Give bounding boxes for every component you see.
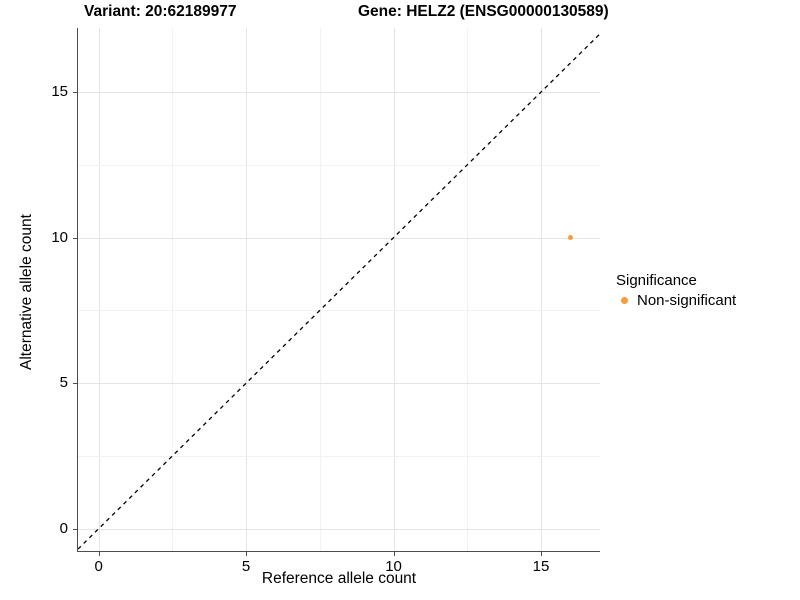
data-point[interactable] bbox=[568, 235, 573, 241]
grid-line-horizontal bbox=[78, 237, 600, 239]
x-axis-label: Reference allele count bbox=[261, 570, 417, 587]
legend-item[interactable]: Non-significant bbox=[616, 292, 736, 309]
legend-item-label: Non-significant bbox=[637, 292, 737, 309]
variant-title: Variant: 20:62189977 bbox=[84, 3, 237, 20]
y-axis-tick-label: 10 bbox=[51, 228, 68, 246]
x-axis-tick bbox=[393, 552, 395, 556]
grid-line-vertical bbox=[467, 28, 469, 552]
y-axis-label: Alternative allele count bbox=[18, 214, 35, 370]
grid-line-vertical bbox=[98, 28, 100, 552]
x-axis-tick-label: 10 bbox=[385, 558, 402, 575]
y-axis-tick bbox=[73, 237, 77, 239]
x-axis-tick bbox=[541, 552, 543, 556]
grid-line-vertical bbox=[246, 28, 248, 552]
grid-line-horizontal bbox=[78, 455, 600, 457]
legend: Significance Non-significant bbox=[616, 272, 736, 309]
x-axis-tick-label: 15 bbox=[532, 558, 550, 575]
y-axis-tick-label: 5 bbox=[59, 374, 68, 392]
x-axis-tick-label: 0 bbox=[94, 558, 103, 575]
y-axis-tick bbox=[73, 383, 77, 385]
y-axis-tick bbox=[73, 528, 77, 530]
grid-line-vertical bbox=[172, 28, 174, 552]
y-axis-tick-label: 15 bbox=[51, 83, 68, 101]
diagonal-reference-line bbox=[78, 33, 600, 550]
grid-line-horizontal bbox=[78, 383, 600, 385]
legend-title: Significance bbox=[616, 272, 697, 289]
y-axis-tick-label: 0 bbox=[59, 519, 68, 537]
gene-title: Gene: HELZ2 (ENSG00000130589) bbox=[358, 3, 609, 20]
plot-panel bbox=[78, 28, 600, 552]
x-axis-line bbox=[77, 551, 600, 553]
grid-line-horizontal bbox=[78, 310, 600, 312]
y-axis-tick bbox=[73, 92, 77, 94]
grid-line-horizontal bbox=[78, 164, 600, 166]
x-axis-tick-label: 5 bbox=[241, 558, 251, 575]
grid-line-vertical bbox=[319, 28, 321, 552]
grid-line-horizontal bbox=[78, 528, 600, 530]
grid-line-vertical bbox=[541, 28, 543, 552]
x-axis-tick bbox=[98, 552, 100, 556]
legend-items: Non-significant bbox=[616, 292, 736, 309]
grid-line-vertical bbox=[393, 28, 395, 552]
y-axis-line bbox=[77, 28, 79, 552]
legend-marker-dot-icon bbox=[616, 293, 632, 309]
grid-line-horizontal bbox=[78, 92, 600, 94]
y-equals-x-line bbox=[78, 33, 600, 550]
x-axis-tick bbox=[246, 552, 248, 556]
